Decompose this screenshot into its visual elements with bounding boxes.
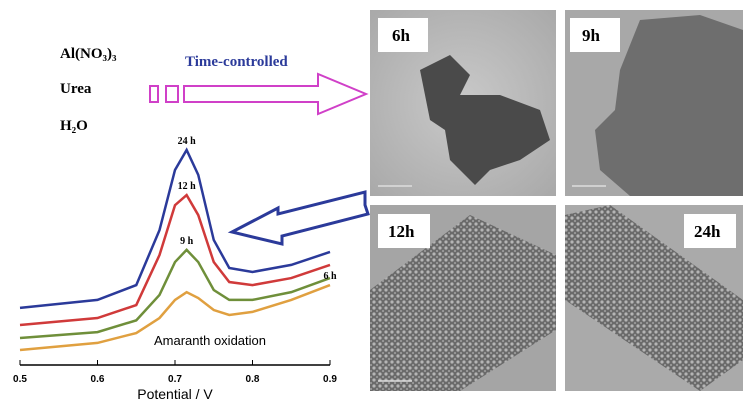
series-label: 12 h (178, 181, 197, 192)
panel-label: 24h (694, 222, 721, 241)
x-tick-label: 0.9 (323, 374, 337, 385)
annotation: Amaranth oxidation (154, 333, 266, 348)
panel-label: 12h (388, 222, 415, 241)
panel-label: 6h (392, 26, 411, 45)
series-label: 24 h (178, 136, 197, 147)
reagent: Al(NO₃)₃ (60, 46, 117, 62)
panel-label: 9h (582, 26, 601, 45)
x-tick-label: 0.7 (168, 374, 182, 385)
return-arrow (232, 192, 368, 244)
series-line (20, 250, 330, 338)
x-tick-label: 0.8 (246, 374, 260, 385)
x-tick-label: 0.6 (91, 374, 105, 385)
x-axis-label: Potential / V (137, 386, 213, 402)
process-arrow (150, 74, 366, 114)
tem-panels: 6h 9h 12h 24h (370, 10, 743, 391)
page: {"chart_data": {"type": "line", "x": [0.… (0, 0, 743, 405)
reagent: Urea (60, 81, 92, 97)
x-tick-label: 0.5 (13, 374, 27, 385)
series-label: 9 h (180, 236, 194, 247)
process-label: Time-controlled (185, 54, 288, 70)
figure: 6h 9h 12h 24h Al(NO₃)₃ Urea H₂O Time-con… (0, 0, 743, 405)
series-label: 6 h (323, 271, 337, 282)
reagent: H₂O (60, 118, 88, 134)
